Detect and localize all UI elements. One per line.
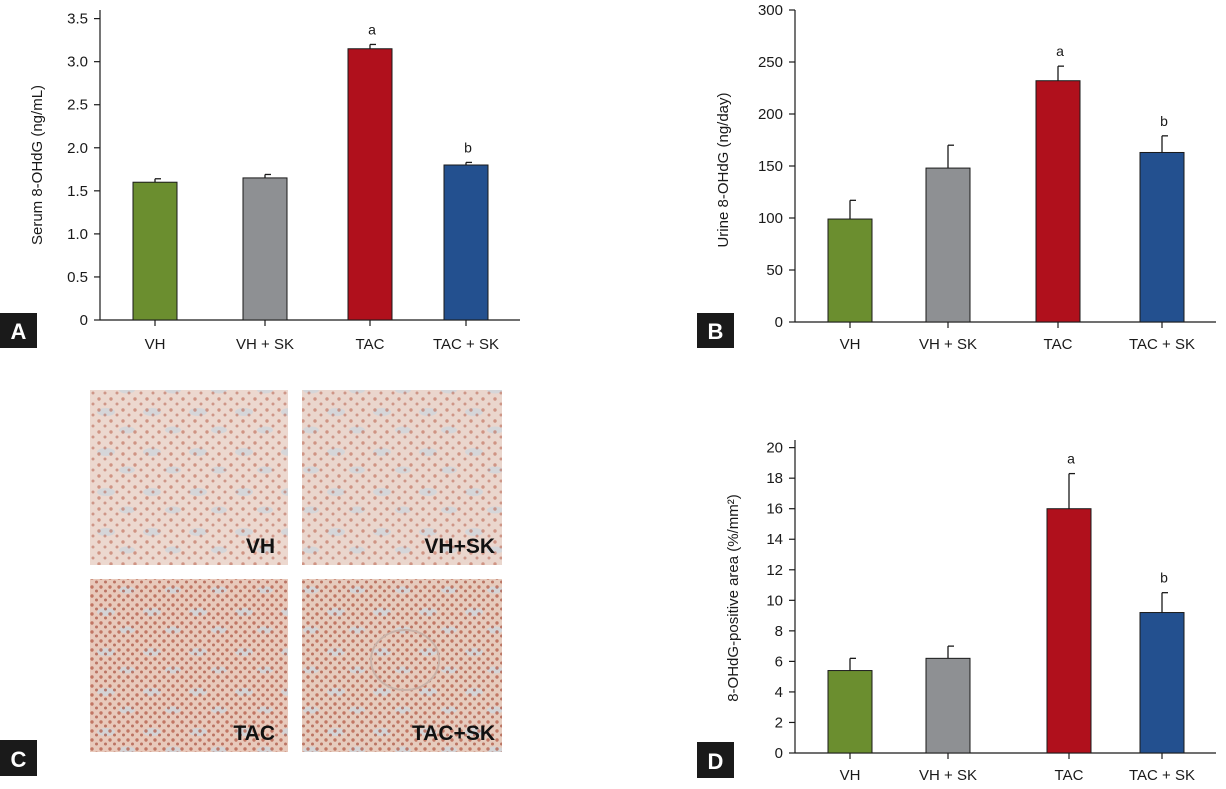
panel-a-bar-tac-sk <box>443 164 489 321</box>
panel-a-letter-box <box>0 313 37 348</box>
panel-b-y-axis-label: Urine 8-OHdG (ng/day) <box>715 92 732 247</box>
panel-b-x-tick-label-tac: TAC <box>1044 336 1073 353</box>
panel-b-y-tick-label-0: 0 <box>775 314 783 331</box>
panel-b-y-tick-label-3: 150 <box>758 158 783 175</box>
panel-d-y-tick-label-7: 14 <box>766 531 783 548</box>
micrograph-tac-sk: TAC+SK <box>302 579 502 752</box>
panel-d-bar-vh-sk <box>925 657 971 754</box>
micrograph-vh-sk: VH+SK <box>302 390 502 565</box>
micrograph-tac-label: TAC <box>233 722 275 745</box>
micrograph-tac: TAC <box>90 579 288 752</box>
panel-b-letter: B <box>708 319 724 344</box>
panel-b-bar-vh <box>827 218 873 323</box>
panel-a-y-tick-label-1: 0.5 <box>67 269 88 286</box>
panel-a-x-tick-label-vh-sk: VH + SK <box>236 336 294 353</box>
panel-d-y-tick-label-1: 2 <box>775 714 783 731</box>
panel-b-bar-vh-sk <box>925 167 971 323</box>
panel-d-bar-tac-sk <box>1139 612 1185 754</box>
panel-d-y-tick-label-4: 8 <box>775 623 783 640</box>
panel-d-y-tick-label-2: 4 <box>775 684 783 701</box>
panel-b-y-tick-label-6: 300 <box>758 2 783 19</box>
panel-b-chart: 0 50 100 150 200 250 300 VH VH + SK TAC a TAC + SK b… <box>697 2 1216 353</box>
panel-d-y-axis-label: 8-OHdG-positive area (%/mm²) <box>725 494 742 702</box>
panel-a-y-tick-label-4: 2.0 <box>67 140 88 157</box>
panel-d-y-tick-label-8: 16 <box>766 501 783 518</box>
panel-c-letter-box <box>0 740 37 776</box>
micrograph-vh: VH <box>90 390 288 565</box>
panel-a-x-tick-label-tac-sk: TAC + SK <box>433 336 499 353</box>
panel-b-bar-tac-sk <box>1139 151 1185 323</box>
panel-d-letter: D <box>708 749 724 774</box>
panel-b-y-tick-label-5: 250 <box>758 54 783 71</box>
panel-a-y-tick-label-0: 0 <box>80 312 88 329</box>
panel-d-x-tick-label-tac-sk: TAC + SK <box>1129 767 1195 784</box>
panel-b-annotation-tac-sk: b <box>1160 113 1168 129</box>
panel-d-x-tick-label-vh: VH <box>840 767 861 784</box>
panel-b-y-tick-label-1: 50 <box>766 262 783 279</box>
panel-a-bar-vh <box>132 181 178 321</box>
panel-d-y-tick-label-10: 20 <box>766 440 783 457</box>
panel-a-annotation-tac-sk: b <box>464 139 472 155</box>
glomerulus-outline <box>370 629 440 691</box>
panel-a-letter: A <box>11 319 27 344</box>
panel-a-y-tick-label-6: 3.0 <box>67 54 88 71</box>
panel-d-annotation-tac: a <box>1067 451 1075 467</box>
panel-a-y-axis-label: Serum 8-OHdG (ng/mL) <box>29 85 46 245</box>
micrograph-vh-label: VH <box>246 535 275 558</box>
panel-a-chart: 0 0.5 1.0 1.5 2.0 2.5 3.0 3.5 VH VH + SK TAC a TAC +… <box>0 10 520 353</box>
panel-b-x-tick-label-vh: VH <box>840 336 861 353</box>
panel-a-x-tick-label-vh: VH <box>145 336 166 353</box>
panel-c-micrographs: VH VH+SK TAC TAC+SK C <box>0 390 502 776</box>
panel-d-y-tick-label-5: 10 <box>766 592 783 609</box>
panel-a-y-tick-label-2: 1.0 <box>67 226 88 243</box>
panel-b-letter-box <box>697 313 734 348</box>
panel-a-y-tick-label-7: 3.5 <box>67 11 88 28</box>
panel-d-y-tick-label-6: 12 <box>766 562 783 579</box>
panel-a-y-tick-label-3: 1.5 <box>67 183 88 200</box>
panel-d-y-tick-label-0: 0 <box>775 745 783 762</box>
panel-b-y-tick-label-2: 100 <box>758 210 783 227</box>
micrograph-tac-sk-label: TAC+SK <box>412 722 495 745</box>
panel-a-bar-vh-sk <box>242 177 288 321</box>
micrograph-vh-sk-label: VH+SK <box>424 535 495 558</box>
panel-a-annotation-tac: a <box>368 21 376 37</box>
panel-d-bar-vh <box>827 670 873 754</box>
panel-a-bar-tac <box>347 48 393 321</box>
panel-a-x-tick-label-tac: TAC <box>356 336 385 353</box>
panel-d-y-tick-label-9: 18 <box>766 470 783 487</box>
panel-d-bar-tac <box>1046 508 1092 754</box>
panel-a-y-tick-label-5: 2.5 <box>67 97 88 114</box>
panel-d-letter-box <box>697 742 734 778</box>
panel-d-x-tick-label-vh-sk: VH + SK <box>919 767 977 784</box>
panel-b-x-tick-label-vh-sk: VH + SK <box>919 336 977 353</box>
panel-b-bar-tac <box>1035 80 1081 323</box>
panel-d-y-tick-label-3: 6 <box>775 653 783 670</box>
panel-b-annotation-tac: a <box>1056 43 1064 59</box>
panel-d-x-tick-label-tac: TAC <box>1055 767 1084 784</box>
panel-c-letter: C <box>11 747 27 772</box>
panel-b-y-tick-label-4: 200 <box>758 106 783 123</box>
panel-d-annotation-tac-sk: b <box>1160 570 1168 586</box>
panel-b-x-tick-label-tac-sk: TAC + SK <box>1129 336 1195 353</box>
